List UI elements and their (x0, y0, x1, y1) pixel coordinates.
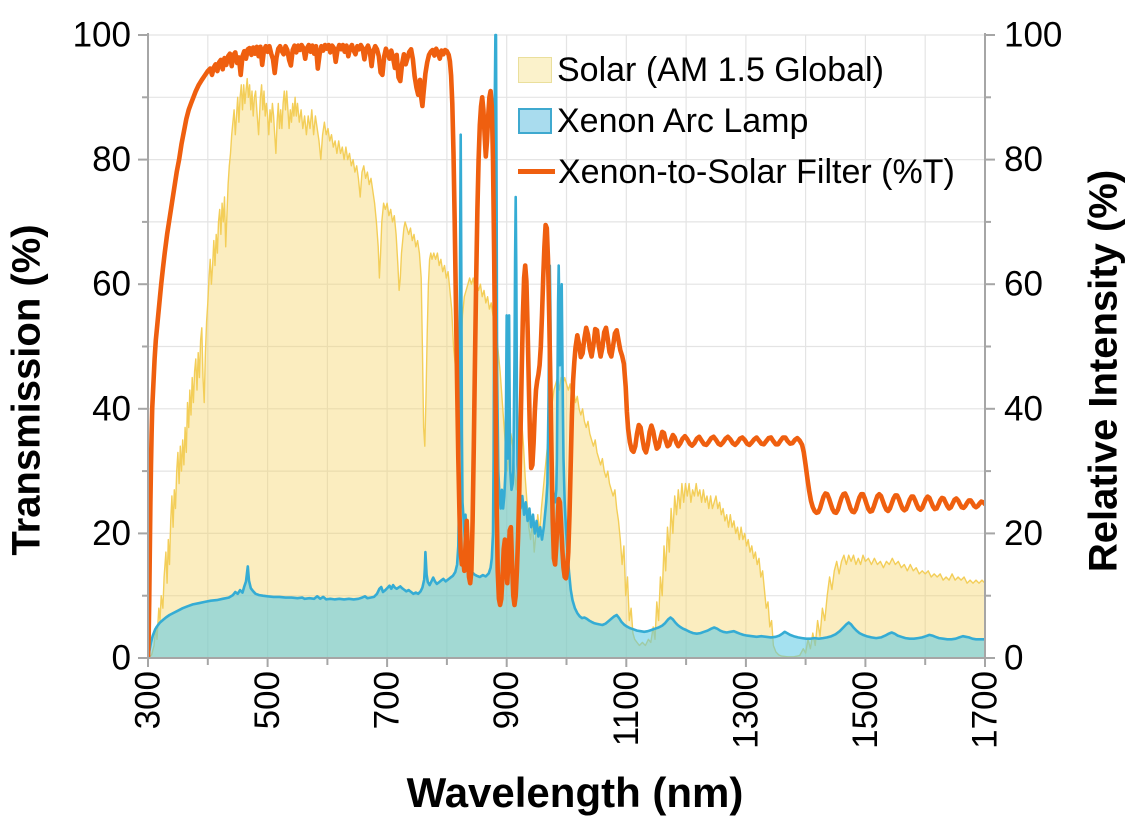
legend-label-solar: Solar (AM 1.5 Global) (557, 50, 884, 89)
filter-line-swatch-icon (518, 169, 555, 174)
left-y-tick-label: 20 (92, 514, 131, 553)
right-y-tick-label: 0 (1004, 639, 1023, 678)
left-y-tick-label: 60 (92, 265, 131, 304)
legend: Solar (AM 1.5 Global) Xenon Arc Lamp Xen… (518, 44, 955, 197)
left-y-tick-label: 40 (92, 389, 131, 428)
xenon-area-series (148, 33, 985, 659)
right-y-tick-label: 60 (1004, 265, 1043, 304)
left-y-tick-label: 80 (92, 140, 131, 179)
filter-line-series (148, 42, 985, 659)
legend-label-xenon: Xenon Arc Lamp (557, 101, 809, 140)
right-axis-title: Relative Intensity (%) (1081, 169, 1126, 573)
left-y-tick-label: 0 (112, 639, 131, 678)
x-axis-title: Wavelength (nm) (406, 769, 744, 816)
solar-area-series-fill (148, 78, 985, 659)
legend-item-xenon: Xenon Arc Lamp (518, 95, 955, 146)
right-y-tick-label: 80 (1004, 140, 1043, 179)
right-y-tick-label: 40 (1004, 389, 1043, 428)
right-y-tick-label: 100 (1004, 16, 1062, 55)
legend-item-filter: Xenon-to-Solar Filter (%T) (518, 146, 955, 197)
solar-area-series (148, 77, 985, 659)
legend-label-filter: Xenon-to-Solar Filter (%T) (558, 152, 955, 191)
x-tick-label: 500 (248, 671, 287, 729)
right-y-tick-label: 20 (1004, 514, 1043, 553)
legend-item-solar: Solar (AM 1.5 Global) (518, 44, 955, 95)
x-tick-label: 900 (487, 671, 526, 729)
x-tick-label: 300 (129, 671, 168, 729)
x-tick-label: 700 (368, 671, 407, 729)
left-axis-title: Transmission (%) (4, 224, 49, 556)
x-tick-label: 1300 (726, 671, 765, 749)
left-y-tick-label: 100 (73, 16, 131, 55)
xenon-swatch-icon (518, 107, 552, 134)
x-tick-label: 1100 (607, 671, 646, 746)
solar-swatch-icon (518, 56, 552, 83)
x-tick-label: 1500 (846, 671, 885, 749)
x-tick-label: 1700 (966, 671, 1005, 749)
